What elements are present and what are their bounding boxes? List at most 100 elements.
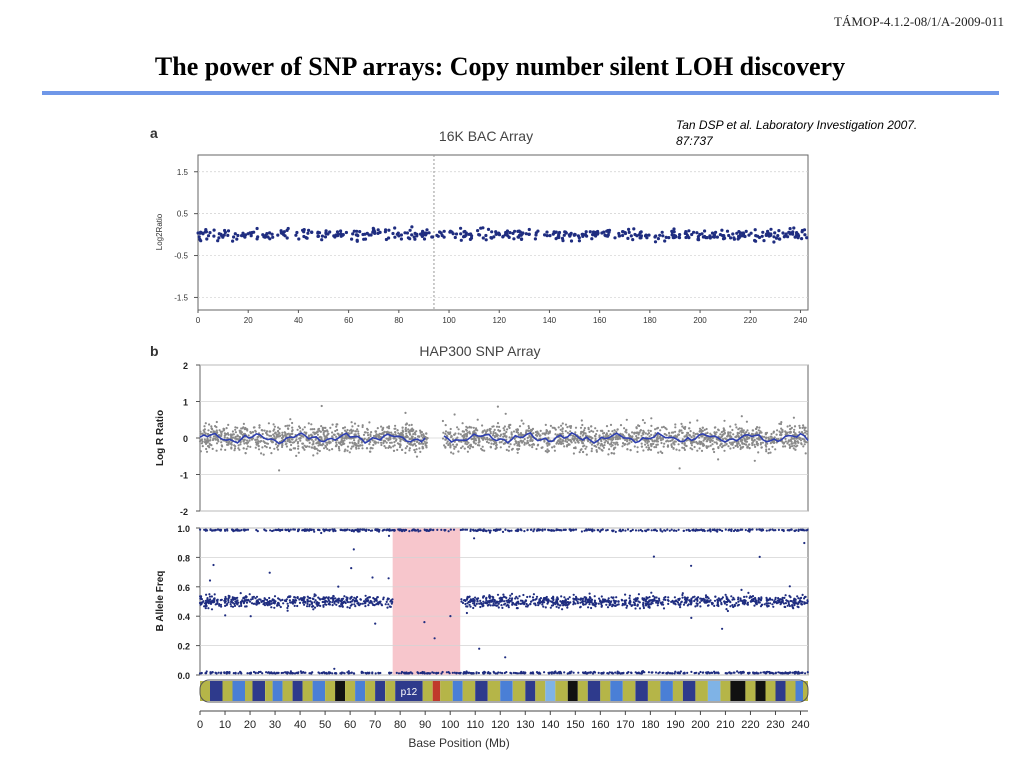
chart-baf-point xyxy=(641,597,644,600)
chart-baf-point xyxy=(806,599,809,602)
chart-a-point xyxy=(415,234,419,238)
chart-lrr-point xyxy=(608,448,611,451)
chart-lrr-point xyxy=(595,433,598,436)
chart-baf-point xyxy=(268,671,271,674)
chart-lrr-point xyxy=(564,430,567,433)
chart-lrr-point xyxy=(482,438,485,441)
chart-a-point xyxy=(738,233,743,237)
chart-baf-point xyxy=(487,603,490,606)
chart-lrr-point xyxy=(281,436,284,440)
chart-a-point xyxy=(336,234,340,238)
chart-baf-point xyxy=(391,598,394,601)
chart-lrr-point xyxy=(291,426,294,429)
chart-lrr-point xyxy=(242,426,245,429)
chart-baf-point xyxy=(304,601,307,604)
chart-baf-point xyxy=(631,604,634,607)
chart-lrr-point xyxy=(376,427,379,430)
chart-lrr-point xyxy=(476,429,479,432)
chart-baf-point xyxy=(416,671,419,674)
chart-baf-point xyxy=(579,601,582,604)
chart-lrr-point xyxy=(637,424,640,427)
chart-a-point xyxy=(661,234,665,238)
chart-baf-point xyxy=(525,602,528,606)
chart-lrr-point xyxy=(274,437,277,440)
chart-lrr-point xyxy=(625,418,628,421)
chart-lrr-point xyxy=(199,432,202,435)
chart-baf-point xyxy=(605,603,608,606)
chart-lrr-point xyxy=(742,436,745,439)
chart-baf-point xyxy=(460,598,463,601)
chart-lrr-point xyxy=(467,445,470,449)
chart-lrr-point xyxy=(692,431,695,434)
chart-lrr-point xyxy=(298,425,301,428)
chart-lrr-point xyxy=(449,444,452,447)
chart-a-point xyxy=(212,234,216,238)
chart-a-point xyxy=(484,238,488,242)
chart-a-point xyxy=(658,233,662,237)
chart-lrr-point xyxy=(510,433,513,436)
chart-lrr-point xyxy=(483,429,486,432)
chart-baf-point xyxy=(225,671,228,674)
chart-baf-point xyxy=(602,671,605,674)
chart-baf-point xyxy=(204,672,207,675)
chart-lrr-point xyxy=(227,433,230,436)
chart-a-point xyxy=(761,230,765,234)
chart-baf-point xyxy=(379,600,382,603)
chart-lrr-point xyxy=(449,446,452,449)
chart-lrr-point xyxy=(794,448,797,451)
chart-baf-point xyxy=(607,672,610,675)
panel-label-b: b xyxy=(150,343,159,359)
chart-a-xtick-label: 20 xyxy=(244,316,253,325)
chart-a-point xyxy=(198,231,202,235)
chart-a-point xyxy=(527,232,531,236)
chart-baf-point xyxy=(251,596,254,599)
chart-lrr-point xyxy=(526,436,529,439)
chart-lrr-point xyxy=(277,444,280,447)
chart-lrr-point xyxy=(619,437,622,440)
chart-baf-point xyxy=(461,601,465,605)
chart-baf-ytick-label: 0.8 xyxy=(177,553,190,563)
chart-baf-point xyxy=(617,672,620,675)
chart-baf-point xyxy=(746,603,749,606)
chart-lrr-ytick-label: -2 xyxy=(180,507,188,517)
chart-baf-point xyxy=(284,599,287,602)
chart-baf-point xyxy=(582,671,585,675)
chart-baf-point xyxy=(230,605,233,608)
chart-lrr-point xyxy=(409,437,412,440)
chart-a-point xyxy=(725,229,730,233)
chart-lrr-point xyxy=(369,440,372,444)
chart-lrr-point xyxy=(423,440,426,443)
chart-lrr-point xyxy=(225,427,228,430)
chart-a-point xyxy=(310,230,314,234)
chart-baf-point xyxy=(382,596,385,599)
chart-lrr-point xyxy=(572,452,576,455)
chart-baf-point xyxy=(690,602,693,606)
chart-lrr-point xyxy=(256,441,259,445)
chart-baf-point xyxy=(346,596,349,600)
chart-lrr-point xyxy=(392,449,396,452)
chart-lrr-point xyxy=(637,433,640,436)
chart-lrr-point xyxy=(700,430,703,433)
chart-lrr-ytick-label: 0 xyxy=(183,434,188,444)
chart-lrr-point xyxy=(713,441,716,444)
chart-lrr-point xyxy=(220,432,223,435)
chart-a-point xyxy=(306,231,310,235)
chart-lrr-point xyxy=(757,451,760,454)
chart-lrr-point xyxy=(203,425,206,428)
chart-lrr-point xyxy=(727,431,730,434)
chart-baf-point xyxy=(779,603,782,606)
chart-a-point xyxy=(484,233,488,238)
chart-a-point xyxy=(271,235,275,239)
chart-lrr-point xyxy=(788,424,792,427)
chart-lrr-point xyxy=(594,437,597,441)
chart-baf-point xyxy=(203,528,206,531)
chart-lrr-point xyxy=(210,444,213,447)
chart-lrr-point xyxy=(207,429,210,432)
chart-a-point xyxy=(393,226,397,230)
chart-lrr-point xyxy=(300,435,304,438)
chart-baf-point xyxy=(306,595,309,598)
chart-baf-point xyxy=(642,606,646,610)
chart-lrr-point xyxy=(594,444,597,448)
chart-lrr-point xyxy=(486,428,489,431)
chart-lrr-point xyxy=(659,436,662,439)
